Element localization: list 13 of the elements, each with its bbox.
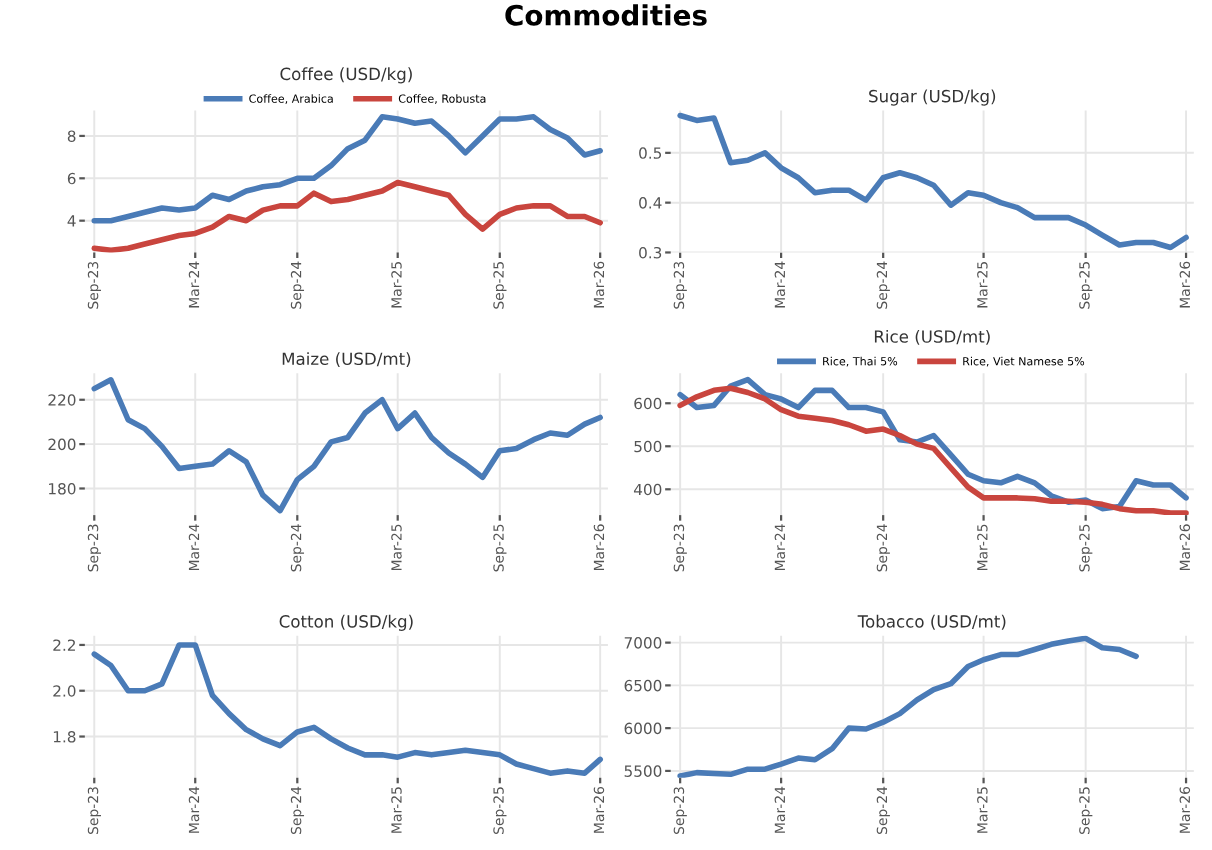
chart-title: Coffee (USD/kg)	[280, 67, 412, 84]
text: Commodities	[505, 4, 707, 26]
line-series	[91, 377, 603, 514]
line-series	[677, 635, 1139, 778]
line-series	[91, 114, 603, 224]
chart-title: Tobacco (USD/mt)	[857, 614, 1006, 630]
chart-title: Rice (USD/mt)	[874, 329, 990, 345]
chart-title: Cotton (USD/kg)	[279, 614, 413, 631]
line-series	[91, 179, 603, 253]
chart-title: Maize (USD/mt)	[282, 352, 411, 368]
line-series	[91, 642, 603, 776]
line-series	[677, 112, 1189, 251]
chart-title: Sugar (USD/kg)	[869, 89, 996, 106]
